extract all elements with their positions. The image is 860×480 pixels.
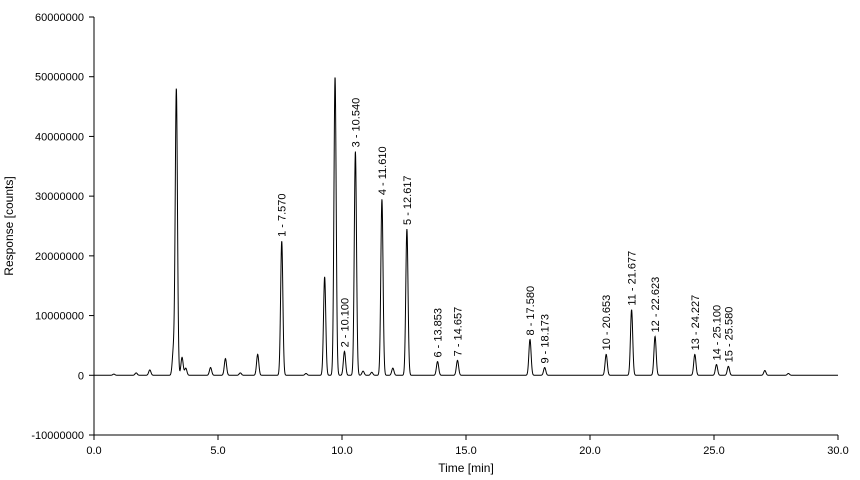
x-axis-title: Time [min] [438,461,494,475]
peak-label-9: 9 - 18.173 [540,314,552,364]
x-tick-label: 15.0 [455,445,476,457]
y-tick-label: 40000000 [35,131,84,143]
peak-label-5: 5 - 12.617 [402,175,414,225]
y-tick-label: 50000000 [35,72,84,84]
peak-label-13: 13 - 24.227 [690,295,702,351]
y-tick-label: 10000000 [35,311,84,323]
peak-label-4: 4 - 11.610 [377,146,389,195]
peak-label-12: 12 - 22.623 [650,277,662,333]
chromatogram-trace [94,77,838,376]
x-tick-label: 0.0 [86,445,101,457]
y-tick-label: 20000000 [35,251,84,263]
peak-label-8: 8 - 17.580 [525,286,537,336]
y-tick-label: 0 [78,370,84,382]
y-axis-title: Response [counts] [2,176,16,275]
peak-label-2: 2 - 10.100 [339,298,351,348]
x-tick-label: 25.0 [703,445,724,457]
peak-label-6: 6 - 13.853 [433,308,445,358]
peak-label-1: 1 - 7.570 [277,194,289,237]
x-tick-label: 30.0 [827,445,848,457]
peak-label-10: 10 - 20.653 [601,295,613,351]
x-tick-label: 5.0 [210,445,225,457]
peak-label-11: 11 - 21.677 [627,251,639,306]
y-tick-label: -10000000 [31,430,84,442]
peak-label-15: 15 - 25.580 [723,307,735,363]
y-tick-label: 60000000 [35,12,84,24]
peak-label-14: 14 - 25.100 [711,305,723,361]
x-tick-label: 10.0 [331,445,352,457]
y-tick-label: 30000000 [35,191,84,203]
x-tick-label: 20.0 [579,445,600,457]
peak-label-3: 3 - 10.540 [350,98,362,148]
peak-label-7: 7 - 14.657 [452,307,464,357]
